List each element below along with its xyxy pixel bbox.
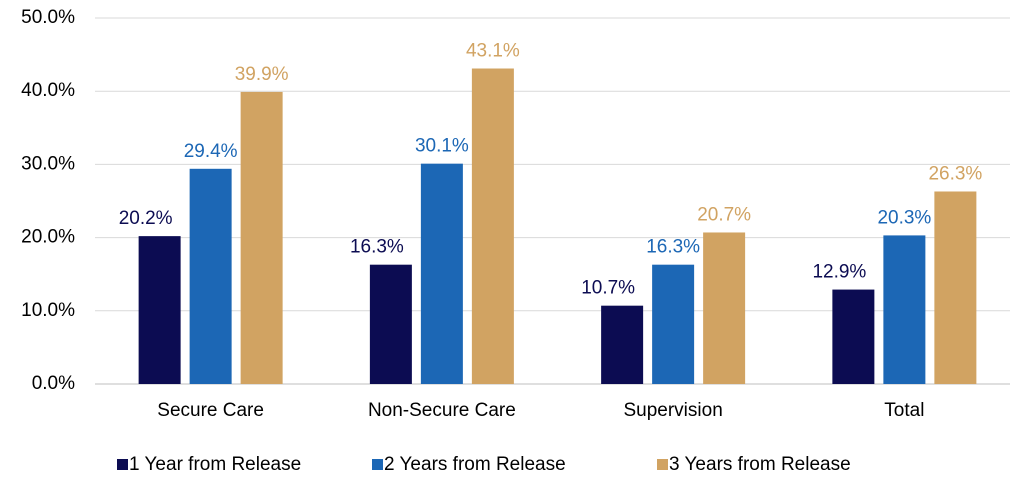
legend-swatch <box>657 459 668 470</box>
bar <box>420 163 463 384</box>
bar <box>934 191 977 384</box>
data-label: 39.9% <box>235 64 289 85</box>
data-label: 20.7% <box>697 204 751 225</box>
legend-label: 2 Years from Release <box>384 454 566 475</box>
bar <box>832 289 875 384</box>
data-label: 12.9% <box>812 262 866 283</box>
data-label: 16.3% <box>350 237 404 258</box>
y-tick-label: 30.0% <box>21 153 75 174</box>
bar <box>138 236 181 384</box>
y-tick-label: 50.0% <box>21 7 75 28</box>
bar <box>369 264 412 384</box>
y-tick-label: 40.0% <box>21 80 75 101</box>
y-tick-label: 0.0% <box>32 373 75 394</box>
data-label: 29.4% <box>184 141 238 162</box>
data-label: 26.3% <box>928 163 982 184</box>
x-tick-label: Non-Secure Care <box>368 400 516 421</box>
x-tick-label: Supervision <box>623 400 722 421</box>
legend-label: 3 Years from Release <box>669 454 851 475</box>
bar <box>471 68 514 385</box>
bar <box>189 168 232 384</box>
bar <box>883 235 926 384</box>
legend-swatch <box>372 459 383 470</box>
legend-label: 1 Year from Release <box>129 454 301 475</box>
x-tick-label: Total <box>884 400 924 421</box>
bar <box>703 232 746 384</box>
data-label: 43.1% <box>466 41 520 62</box>
data-label: 10.7% <box>581 278 635 299</box>
legend-swatch <box>117 459 128 470</box>
data-label: 16.3% <box>646 237 700 258</box>
data-label: 20.2% <box>119 208 173 229</box>
data-label: 30.1% <box>415 136 469 157</box>
data-label: 20.3% <box>877 207 931 228</box>
y-tick-label: 10.0% <box>21 300 75 321</box>
x-tick-label: Secure Care <box>157 400 264 421</box>
bar <box>601 305 644 384</box>
bar <box>240 91 283 384</box>
bar <box>652 264 695 384</box>
y-tick-label: 20.0% <box>21 227 75 248</box>
